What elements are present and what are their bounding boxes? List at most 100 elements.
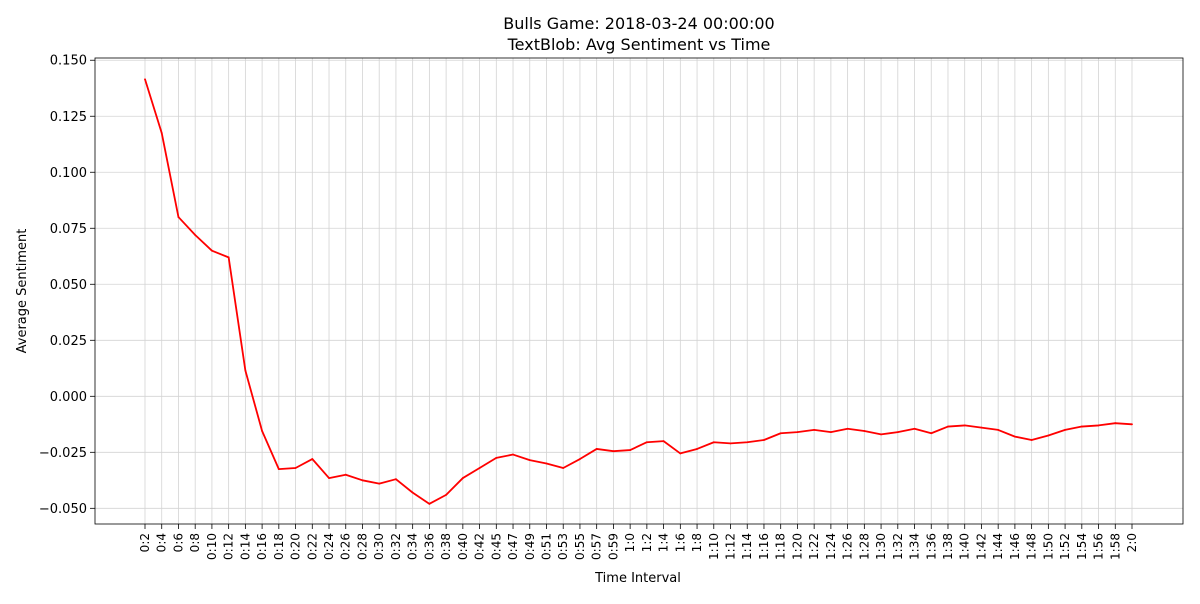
x-tick-label: 1:52	[1058, 533, 1072, 560]
data-point	[746, 441, 749, 444]
data-point	[562, 467, 565, 469]
x-tick-label: 0:2	[138, 533, 152, 552]
data-point	[679, 452, 682, 455]
x-tick-label: 1:22	[807, 533, 821, 560]
x-tick-label: 1:18	[774, 533, 788, 560]
x-tick-label: 1:40	[958, 533, 972, 560]
x-tick-label: 1:2	[640, 533, 654, 552]
x-tick-label: 0:20	[289, 533, 303, 560]
x-tick-label: 1:26	[841, 533, 855, 560]
x-tick-label: 1:48	[1025, 533, 1039, 560]
x-tick-label: 0:10	[205, 533, 219, 560]
data-point	[294, 467, 297, 469]
x-tick-label: 1:38	[941, 533, 955, 560]
x-tick-label: 0:8	[188, 533, 202, 552]
x-tick-label: 1:30	[874, 533, 888, 560]
data-point	[712, 441, 715, 444]
data-point	[428, 502, 431, 505]
x-tick-label: 0:14	[238, 533, 252, 560]
y-tick-label: 0.125	[50, 110, 87, 125]
data-point	[947, 425, 949, 428]
axes-layer	[90, 57, 1184, 529]
data-point	[227, 256, 230, 259]
x-tick-labels: 0:2 0:4 0:6 0:8 0:10 0:12 0:14 0:16 0:18 0:20 0:22…	[138, 533, 1139, 560]
data-point	[829, 431, 832, 434]
x-tick-label: 1:54	[1075, 533, 1089, 560]
data-point	[846, 427, 849, 430]
x-tick-label: 0:51	[539, 533, 553, 560]
x-tick-label: 1:36	[924, 533, 938, 560]
data-point	[1131, 423, 1133, 426]
data-point	[344, 473, 347, 476]
x-tick-label: 0:6	[171, 533, 185, 552]
data-point	[980, 426, 983, 429]
x-tick-label: 0:40	[456, 533, 470, 560]
x-tick-label: 0:45	[489, 533, 503, 560]
data-point	[1030, 439, 1033, 441]
x-tick-label: 0:22	[305, 533, 319, 560]
x-tick-label: 2:0	[1125, 533, 1139, 552]
data-point	[160, 132, 163, 134]
data-point	[1047, 434, 1050, 437]
x-axis-label: Time Interval	[594, 571, 681, 586]
x-tick-label: 0:38	[439, 533, 453, 560]
x-tick-label: 0:24	[322, 533, 336, 560]
y-tick-labels: −0.050 −0.025 0.000 0.025 0.050 0.075 0.100 0.1…	[39, 54, 87, 517]
data-point	[629, 449, 632, 451]
data-point	[545, 462, 548, 465]
data-point	[528, 459, 531, 462]
x-tick-label: 1:12	[724, 533, 738, 560]
data-point	[913, 427, 916, 430]
x-tick-label: 0:26	[339, 533, 353, 560]
data-point	[395, 478, 397, 481]
x-tick-label: 1:6	[673, 533, 687, 552]
data-point	[896, 431, 899, 434]
data-point	[612, 450, 615, 453]
x-tick-label: 0:42	[473, 533, 487, 560]
x-tick-label: 0:36	[422, 533, 436, 560]
x-tick-label: 0:53	[556, 533, 570, 560]
x-tick-label: 1:34	[908, 533, 922, 560]
x-tick-label: 0:16	[255, 533, 269, 560]
data-point	[863, 430, 866, 432]
data-point	[261, 430, 264, 432]
x-tick-label: 0:55	[573, 533, 587, 560]
x-tick-label: 1:44	[991, 533, 1005, 560]
data-point	[445, 493, 448, 496]
x-tick-label: 1:42	[974, 533, 988, 560]
y-axis-label: Average Sentiment	[15, 229, 30, 354]
x-tick-label: 0:59	[606, 533, 620, 560]
x-tick-label: 1:0	[623, 533, 637, 552]
data-point	[211, 249, 213, 252]
y-tick-label: −0.025	[39, 446, 87, 461]
data-point	[144, 78, 146, 81]
data-point	[579, 458, 581, 460]
data-point	[378, 482, 381, 485]
x-tick-label: 1:56	[1092, 533, 1106, 560]
x-tick-label: 0:32	[389, 533, 403, 560]
data-point	[244, 369, 247, 372]
x-tick-label: 1:10	[707, 533, 721, 560]
data-point	[796, 431, 799, 434]
sentiment-series-line	[144, 79, 1133, 505]
x-tick-label: 0:12	[222, 533, 236, 560]
plot-frame	[94, 57, 1184, 525]
data-point	[1114, 422, 1117, 425]
data-point	[813, 429, 816, 431]
data-point	[1013, 435, 1016, 438]
x-tick-label: 1:14	[740, 533, 754, 560]
data-point	[645, 441, 648, 444]
x-tick-label: 0:4	[155, 533, 169, 552]
data-point	[763, 439, 765, 441]
data-point	[194, 234, 197, 236]
data-point	[311, 458, 314, 460]
data-point	[662, 440, 665, 443]
y-tick-label: 0.050	[50, 278, 87, 293]
x-tick-label: 0:57	[590, 533, 604, 560]
data-point	[1064, 429, 1066, 431]
data-point	[930, 432, 933, 435]
x-tick-label: 1:24	[824, 533, 838, 560]
x-tick-label: 1:28	[857, 533, 871, 560]
